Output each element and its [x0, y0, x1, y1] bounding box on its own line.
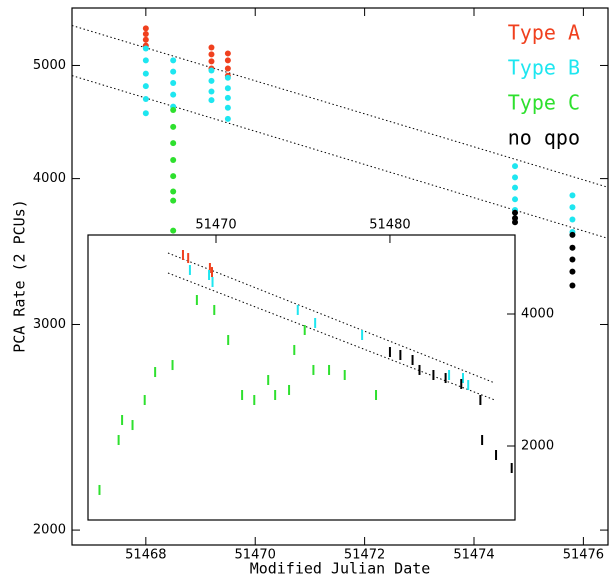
point — [569, 231, 576, 238]
y-tick-label: 2000 — [521, 439, 554, 454]
point — [224, 104, 231, 111]
point — [170, 140, 177, 147]
point — [170, 156, 177, 163]
point — [512, 184, 519, 191]
point — [142, 45, 149, 52]
point — [142, 96, 149, 103]
x-tick-label: 51480 — [369, 218, 410, 233]
point — [208, 44, 215, 51]
point — [512, 215, 519, 222]
point — [142, 57, 149, 64]
point — [170, 188, 177, 195]
point — [569, 216, 576, 223]
x-tick-label: 51476 — [563, 548, 604, 563]
point — [208, 88, 215, 95]
point — [569, 256, 576, 263]
point — [224, 74, 231, 81]
y-axis-label: PCA Rate (2 PCUs) — [11, 199, 29, 353]
point — [569, 204, 576, 211]
point — [224, 115, 231, 122]
trend-line — [167, 272, 496, 401]
y-tick-label: 4000 — [521, 307, 554, 322]
point — [208, 77, 215, 84]
point — [569, 244, 576, 251]
point — [208, 97, 215, 104]
trend-line — [71, 25, 609, 188]
point — [142, 31, 149, 38]
point — [170, 57, 177, 64]
legend-entry: Type A — [508, 21, 580, 45]
point — [142, 110, 149, 117]
legend-entry: no qpo — [508, 126, 580, 150]
y-tick-label: 3000 — [33, 317, 66, 332]
point — [170, 197, 177, 204]
point — [142, 36, 149, 43]
point — [208, 51, 215, 58]
x-tick-label: 51472 — [344, 548, 385, 563]
point — [224, 50, 231, 57]
inset-frame — [87, 234, 516, 521]
point — [142, 25, 149, 32]
point — [569, 282, 576, 289]
point — [170, 91, 177, 98]
point — [170, 80, 177, 87]
y-tick-label: 4000 — [33, 171, 66, 186]
x-tick-label: 51474 — [453, 548, 494, 563]
point — [142, 70, 149, 77]
point — [224, 85, 231, 92]
point — [170, 227, 177, 234]
point — [170, 68, 177, 75]
point — [512, 163, 519, 170]
point — [208, 67, 215, 74]
trend-line — [71, 75, 609, 239]
point — [170, 123, 177, 130]
trend-line — [167, 252, 496, 384]
x-tick-label: 51470 — [195, 218, 236, 233]
x-tick-label: 51470 — [235, 548, 276, 563]
point — [224, 94, 231, 101]
point — [170, 106, 177, 113]
legend-entry: Type B — [508, 56, 580, 80]
point — [224, 57, 231, 64]
point — [208, 58, 215, 65]
point — [512, 219, 519, 226]
point — [142, 83, 149, 90]
point — [569, 192, 576, 199]
point — [512, 174, 519, 181]
legend-entry: Type C — [508, 91, 580, 115]
point — [224, 65, 231, 72]
x-tick-label: 51468 — [125, 548, 166, 563]
point — [569, 268, 576, 275]
x-axis-label: Modified Julian Date — [250, 560, 431, 578]
point — [170, 173, 177, 180]
point — [512, 209, 519, 216]
point — [512, 196, 519, 203]
plot-frame — [71, 7, 609, 546]
y-tick-label: 5000 — [33, 58, 66, 73]
y-tick-label: 2000 — [33, 523, 66, 538]
